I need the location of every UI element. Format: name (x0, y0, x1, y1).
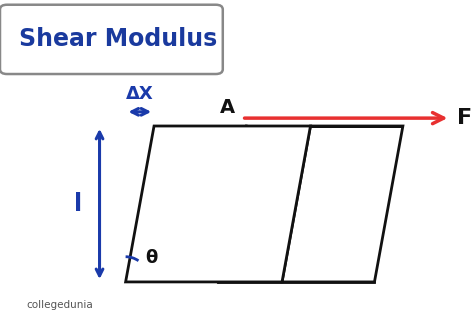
FancyBboxPatch shape (0, 5, 223, 74)
Polygon shape (126, 126, 310, 282)
Text: A: A (220, 98, 235, 117)
Text: F: F (457, 108, 472, 128)
Text: collegedunia: collegedunia (26, 300, 93, 310)
Text: l: l (74, 192, 82, 216)
Text: Shear Modulus: Shear Modulus (19, 27, 217, 51)
Text: θ: θ (146, 249, 158, 267)
Text: ΔX: ΔX (126, 85, 154, 104)
Polygon shape (282, 126, 403, 282)
